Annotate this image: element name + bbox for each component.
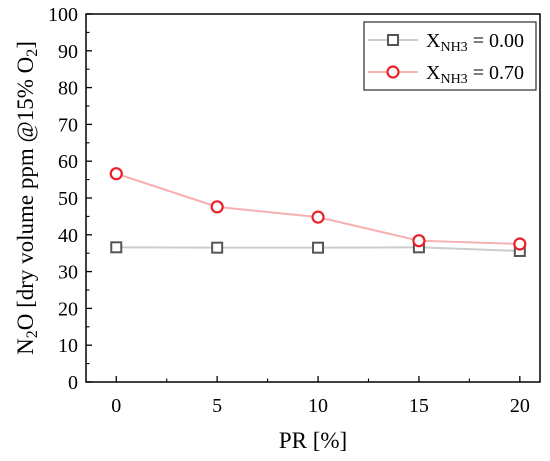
y-tick-label: 30 <box>58 262 78 284</box>
data-point <box>109 167 123 181</box>
legend-box <box>363 21 537 91</box>
x-tick-label: 20 <box>510 395 530 417</box>
data-point <box>312 241 325 254</box>
legend: XNH3 = 0.00 XNH3 = 0.70 <box>363 21 537 91</box>
x-tick-label: 15 <box>409 395 429 417</box>
data-point <box>210 200 224 214</box>
y-tick-label: 40 <box>58 225 78 247</box>
y-tick-label: 20 <box>58 298 78 320</box>
series-line <box>115 172 520 245</box>
y-tick-label: 50 <box>58 188 78 210</box>
x-tick-label: 0 <box>111 395 121 417</box>
y-axis-label-sub-1: 2 <box>24 330 41 338</box>
y-tick-label: 80 <box>58 78 78 100</box>
legend-label: XNH3 = 0.00 <box>426 30 524 55</box>
x-axis-label: PR [%] <box>279 428 347 453</box>
y-tick-label: 70 <box>58 114 78 136</box>
series-0 <box>110 241 526 257</box>
y-axis-label-part-2: O [dry volume ppm @15% O <box>13 57 38 331</box>
y-tick-label: 90 <box>58 41 78 63</box>
data-point <box>412 234 426 248</box>
axis-ticks: 0 10 20 30 40 50 60 70 80 90 100 0 5 10 15 20 <box>48 4 530 417</box>
x-tick-label: 5 <box>212 395 222 417</box>
series-1 <box>109 167 527 251</box>
data-point <box>311 210 325 224</box>
data-point <box>110 241 123 254</box>
legend-entry-1: XNH3 = 0.70 <box>368 62 524 87</box>
y-tick-label: 100 <box>48 4 78 26</box>
y-tick-label: 0 <box>68 372 78 394</box>
y-axis-label-sub-2: 2 <box>24 49 41 57</box>
legend-circle-marker <box>386 65 400 79</box>
data-point <box>211 241 224 254</box>
data-point <box>513 237 527 251</box>
y-tick-label: 60 <box>58 151 78 173</box>
plot-marks <box>109 167 527 257</box>
x-tick-label: 10 <box>308 395 328 417</box>
y-axis-label-part-3: ] <box>13 41 38 49</box>
legend-label: XNH3 = 0.70 <box>426 62 524 87</box>
y-axis-label: N2O [dry volume ppm @15% O2] <box>13 41 41 355</box>
y-tick-label: 10 <box>58 335 78 357</box>
legend-square-marker <box>387 34 399 46</box>
y-axis-label-part-1: N <box>13 338 38 355</box>
legend-entry-0: XNH3 = 0.00 <box>368 30 524 55</box>
